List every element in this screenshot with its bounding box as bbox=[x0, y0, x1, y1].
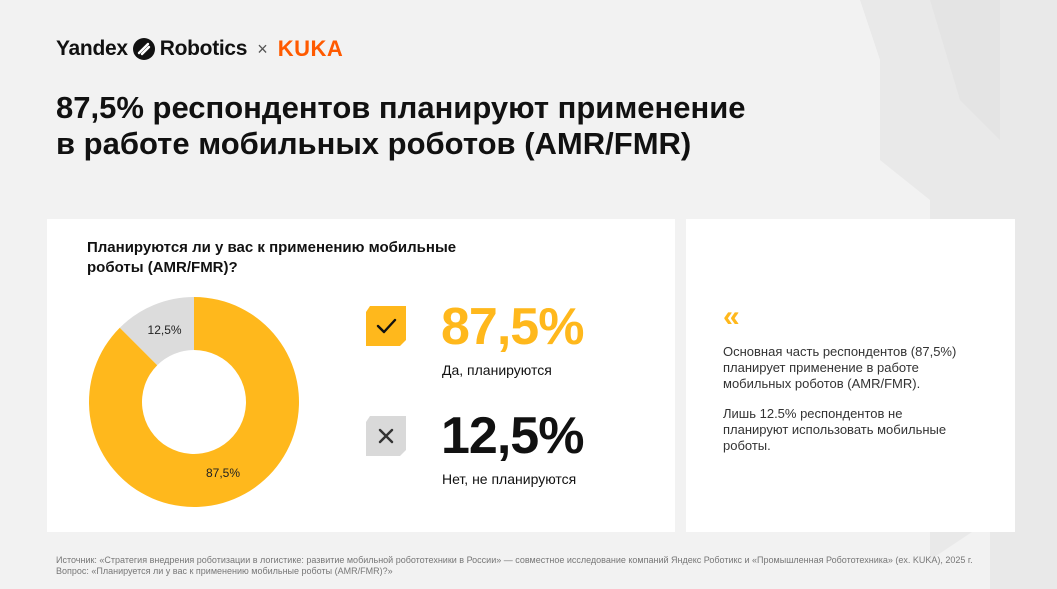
question-line: Вопрос: «Планируется ли у вас к применен… bbox=[56, 566, 393, 576]
summary-paragraph-1: Основная часть респондентов (87,5%) план… bbox=[723, 344, 957, 391]
page-title: 87,5% респондентов планируют применение … bbox=[56, 90, 746, 161]
robotics-logo-text: Robotics bbox=[159, 37, 248, 60]
yandex-robotics-logo-icon bbox=[132, 38, 155, 60]
yandex-logo-text: Yandex bbox=[56, 37, 128, 60]
check-icon bbox=[366, 306, 406, 346]
donut-slice bbox=[119, 297, 194, 366]
quote-icon: « bbox=[723, 300, 740, 333]
slice-label: 87,5% bbox=[206, 466, 240, 480]
summary-card bbox=[686, 219, 1015, 532]
donut-slice bbox=[89, 297, 299, 507]
brand-logos: Yandex Robotics × KUKA bbox=[56, 34, 343, 64]
brand-separator: × bbox=[257, 38, 268, 59]
slice-label: 12,5% bbox=[148, 323, 182, 337]
stat-no-caption: Нет, не планируются bbox=[442, 471, 577, 487]
kuka-logo: KUKA bbox=[277, 36, 344, 61]
summary-paragraph-2: Лишь 12.5% респондентов не планируют исп… bbox=[723, 406, 947, 453]
donut-chart: 12,5% 87,5% bbox=[89, 297, 299, 507]
source-note: Источник: «Стратегия внедрения роботизац… bbox=[56, 555, 1016, 577]
survey-question: Планируются ли у вас к применению мобиль… bbox=[87, 239, 457, 276]
source-line: Источник: «Стратегия внедрения роботизац… bbox=[56, 555, 973, 565]
stat-yes-value: 87,5% bbox=[441, 298, 584, 356]
stat-no-value: 12,5% bbox=[441, 407, 584, 465]
stat-yes-caption: Да, планируются bbox=[442, 362, 552, 378]
cross-icon bbox=[366, 416, 406, 456]
